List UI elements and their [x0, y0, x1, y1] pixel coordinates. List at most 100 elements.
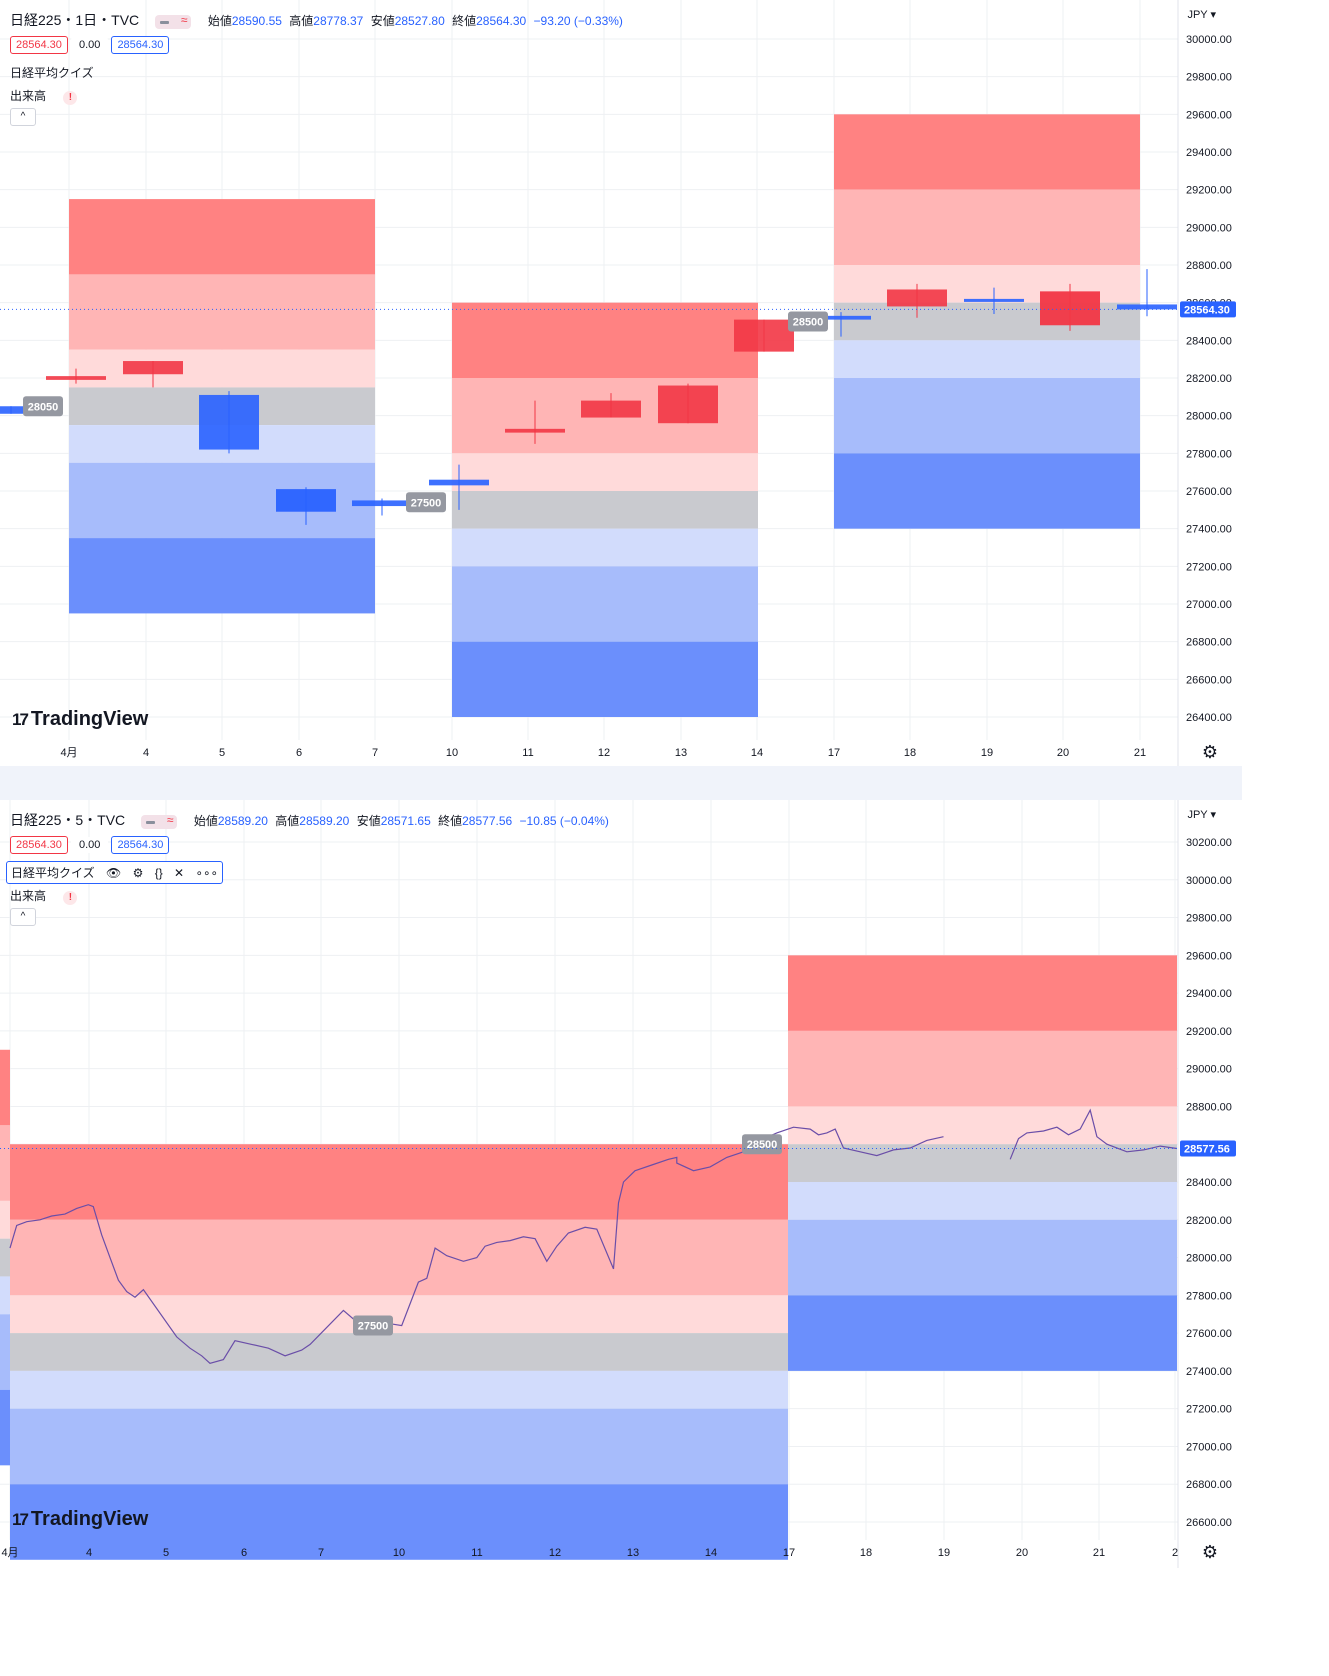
- price-tick-label: 27600.00: [1186, 486, 1232, 498]
- price-tick-label: 29400.00: [1186, 147, 1232, 159]
- warning-icon[interactable]: !: [63, 891, 78, 905]
- volume-label[interactable]: 出来高: [10, 89, 47, 103]
- quiz-zone-band: [0, 1238, 10, 1277]
- volume-label[interactable]: 出来高: [10, 889, 47, 903]
- price-tick-label: 27000.00: [1186, 1441, 1232, 1453]
- ohlc-low: 安値28527.80: [370, 14, 445, 28]
- braces-icon[interactable]: {}: [154, 866, 163, 880]
- price-tick-label: 27200.00: [1186, 1404, 1232, 1416]
- quiz-zone-band: [0, 1314, 10, 1390]
- zone-price-label-bg: [23, 396, 63, 417]
- currency-selector[interactable]: JPY ▾: [1187, 809, 1216, 821]
- chart-settings-gear-icon[interactable]: ⚙: [1201, 742, 1218, 762]
- quiz-zone-band: [10, 1370, 399, 1409]
- sell-price-button[interactable]: 28564.30: [10, 836, 68, 854]
- price-line-segment: [9, 1126, 944, 1364]
- price-tick-label: 27800.00: [1186, 1290, 1232, 1302]
- panel-separator: [0, 766, 1242, 800]
- quiz-zone-band: [69, 199, 375, 275]
- symbol-title[interactable]: 日経225・5・TVC: [10, 812, 126, 828]
- quiz-zone-band: [788, 1219, 1177, 1296]
- time-tick-label: 12: [549, 1547, 561, 1559]
- indicator-name[interactable]: 日経平均クイズ: [11, 866, 95, 880]
- time-tick-label: 11: [471, 1547, 482, 1559]
- daily-chart-canvas[interactable]: 28050 27500 28500 30000.00 29800.00 29600.00 2…: [0, 0, 1242, 766]
- candle-body: [581, 400, 641, 418]
- time-tick-label: 4: [143, 747, 149, 759]
- zone-price-label-bg: [353, 1315, 393, 1336]
- ohlc-close: 終値28577.56: [438, 814, 513, 828]
- buy-price-button[interactable]: 28564.30: [111, 36, 170, 54]
- buy-price-button[interactable]: 28564.30: [111, 836, 170, 854]
- price-tick-label: 29200.00: [1186, 185, 1232, 197]
- time-tick-label: 4月: [1, 1547, 18, 1559]
- indicator-legend[interactable]: 日経平均クイズ: [10, 64, 94, 81]
- time-tick-label: 10: [446, 747, 458, 759]
- tradingview-logo: 17 TradingView: [12, 708, 149, 730]
- compare-toggle-icon[interactable]: ≈: [154, 13, 191, 29]
- daily-chart-panel[interactable]: 28050 27500 28500 30000.00 29800.00 29600.00 2…: [0, 0, 1242, 766]
- price-tick-label: 26400.00: [1186, 712, 1232, 724]
- price-tick-label: 28400.00: [1186, 1177, 1232, 1189]
- price-tick-label: 29800.00: [1186, 913, 1232, 925]
- quiz-zone-band: [452, 491, 758, 529]
- quiz-zone-band: [0, 1049, 10, 1126]
- time-tick-label: 21: [1134, 747, 1146, 759]
- quiz-zone-band: [788, 1030, 1177, 1107]
- zone-price-label: 28050: [28, 401, 59, 413]
- candle-body: [1117, 304, 1177, 310]
- more-icon[interactable]: ∘∘∘: [195, 866, 218, 880]
- symbol-title[interactable]: 日経225・1日・TVC: [10, 12, 140, 28]
- candle-body: [1040, 291, 1100, 326]
- price-tick-label: 26800.00: [1186, 1479, 1232, 1491]
- indicator-name[interactable]: 日経平均クイズ: [10, 66, 94, 80]
- time-tick-label: 7: [372, 747, 378, 759]
- collapse-legend-button[interactable]: ^: [10, 108, 36, 126]
- price-tick-label: 26600.00: [1186, 1517, 1232, 1529]
- candle-body: [505, 428, 565, 433]
- candle-body: [123, 361, 183, 375]
- quiz-zone-band: [10, 1295, 399, 1334]
- zone-price-label: 27500: [358, 1321, 389, 1333]
- price-change: −10.85 (−0.04%): [519, 814, 609, 828]
- sell-price-button[interactable]: 28564.30: [10, 36, 68, 54]
- intraday-chart-panel[interactable]: 27500 28500 30200.00 30000.00 29800.00 29600.…: [0, 800, 1242, 1568]
- price-line-segment: [1009, 1108, 1177, 1160]
- chart-settings-gear-icon[interactable]: ⚙: [1201, 1542, 1218, 1562]
- spread-value: 0.00: [70, 37, 109, 53]
- indicator-legend-selected[interactable]: 日経平均クイズ 👁 ⚙ {} ✕ ∘∘∘: [6, 861, 223, 884]
- close-icon[interactable]: ✕: [174, 866, 185, 880]
- warning-icon[interactable]: !: [63, 91, 78, 105]
- price-tick-label: 30000.00: [1186, 34, 1232, 46]
- time-tick-label: 19: [938, 1547, 950, 1559]
- price-axis: [1178, 800, 1242, 1568]
- time-tick-label: 5: [163, 1547, 169, 1559]
- gear-icon[interactable]: ⚙: [132, 866, 144, 880]
- candle-body: [276, 489, 336, 512]
- zone-price-label-bg: [742, 1134, 782, 1155]
- quiz-zone-band: [69, 538, 375, 614]
- intraday-legend: 日経225・5・TVC ≈ 始値28589.20 高値28589.20 安値28…: [10, 810, 609, 830]
- price-tick-label: 29400.00: [1186, 988, 1232, 1000]
- quiz-zone-band: [399, 1144, 788, 1220]
- current-price-tag: 28577.56: [1184, 1143, 1230, 1155]
- time-tick-label: 12: [598, 747, 610, 759]
- volume-legend[interactable]: 出来高 !: [10, 87, 78, 105]
- time-tick-label: 11: [522, 747, 533, 759]
- time-tick-label: 18: [904, 747, 916, 759]
- quiz-zone-band: [452, 302, 758, 378]
- candle-body: [734, 319, 794, 352]
- price-tick-label: 29200.00: [1186, 1026, 1232, 1038]
- price-tick-label: 28800.00: [1186, 1101, 1232, 1113]
- time-tick-label: 14: [705, 1547, 717, 1559]
- eye-icon[interactable]: 👁: [106, 866, 122, 880]
- volume-legend[interactable]: 出来高 !: [10, 887, 78, 905]
- currency-selector[interactable]: JPY ▾: [1187, 9, 1216, 21]
- zone-price-label-bg: [406, 492, 446, 513]
- ohlc-low: 安値28571.65: [356, 814, 431, 828]
- candle-body: [964, 298, 1024, 302]
- quiz-zone-band: [834, 453, 1140, 529]
- collapse-legend-button[interactable]: ^: [10, 908, 36, 926]
- compare-toggle-icon[interactable]: ≈: [140, 813, 177, 829]
- intraday-chart-canvas[interactable]: 27500 28500 30200.00 30000.00 29800.00 29600.…: [0, 800, 1242, 1568]
